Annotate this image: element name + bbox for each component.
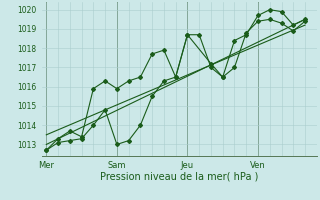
X-axis label: Pression niveau de la mer( hPa ): Pression niveau de la mer( hPa ) xyxy=(100,171,258,181)
